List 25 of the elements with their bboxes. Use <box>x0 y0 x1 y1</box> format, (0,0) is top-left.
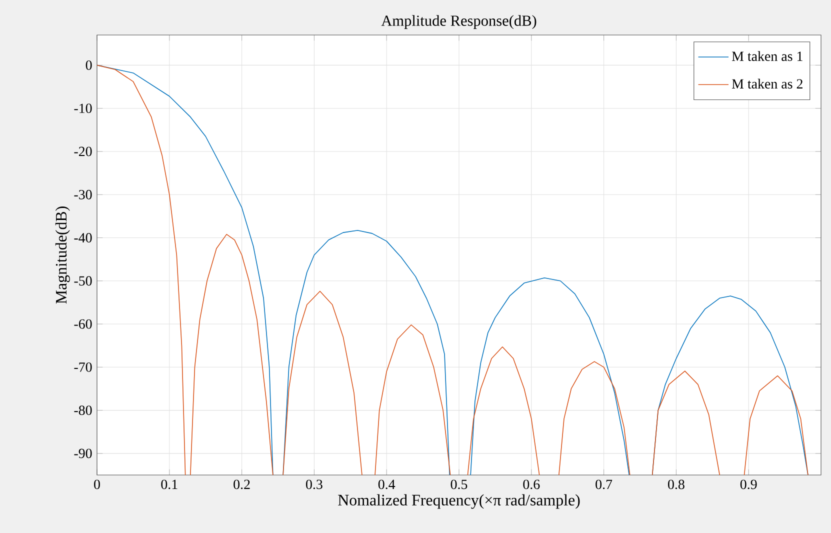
y-tick-label: -60 <box>74 319 92 329</box>
y-tick-label: -50 <box>74 276 92 286</box>
x-tick-label: 0.5 <box>450 480 468 490</box>
x-tick-label: 0.8 <box>668 480 684 490</box>
x-axis-title: Nomalized Frequency(×π rad/sample) <box>338 494 580 509</box>
chart-title: Amplitude Response(dB) <box>381 15 536 29</box>
x-tick-label: 0.2 <box>234 480 250 490</box>
y-tick-label: -40 <box>74 233 92 242</box>
y-tick-label: -70 <box>74 362 92 372</box>
y-tick-label: 0 <box>86 60 92 70</box>
x-tick-label: 0.6 <box>523 480 540 490</box>
x-tick-label: 0.9 <box>740 480 757 490</box>
y-tick-label: -80 <box>74 406 92 416</box>
legend-label: M taken as 1 <box>732 51 802 61</box>
x-tick-label: 0 <box>94 480 100 490</box>
y-tick-label: -20 <box>74 146 92 156</box>
y-tick-label: -10 <box>74 104 92 114</box>
y-tick-label: -30 <box>74 190 92 200</box>
x-tick-label: 0.3 <box>306 480 322 490</box>
x-tick-label: 0.1 <box>161 480 178 490</box>
x-tick-label: 0.7 <box>596 480 612 490</box>
legend-label: M taken as 2 <box>732 78 802 89</box>
x-tick-label: 0.4 <box>378 480 396 490</box>
y-tick-label: -90 <box>74 448 92 458</box>
y-axis-title: Magnitude(dB) <box>55 206 70 304</box>
